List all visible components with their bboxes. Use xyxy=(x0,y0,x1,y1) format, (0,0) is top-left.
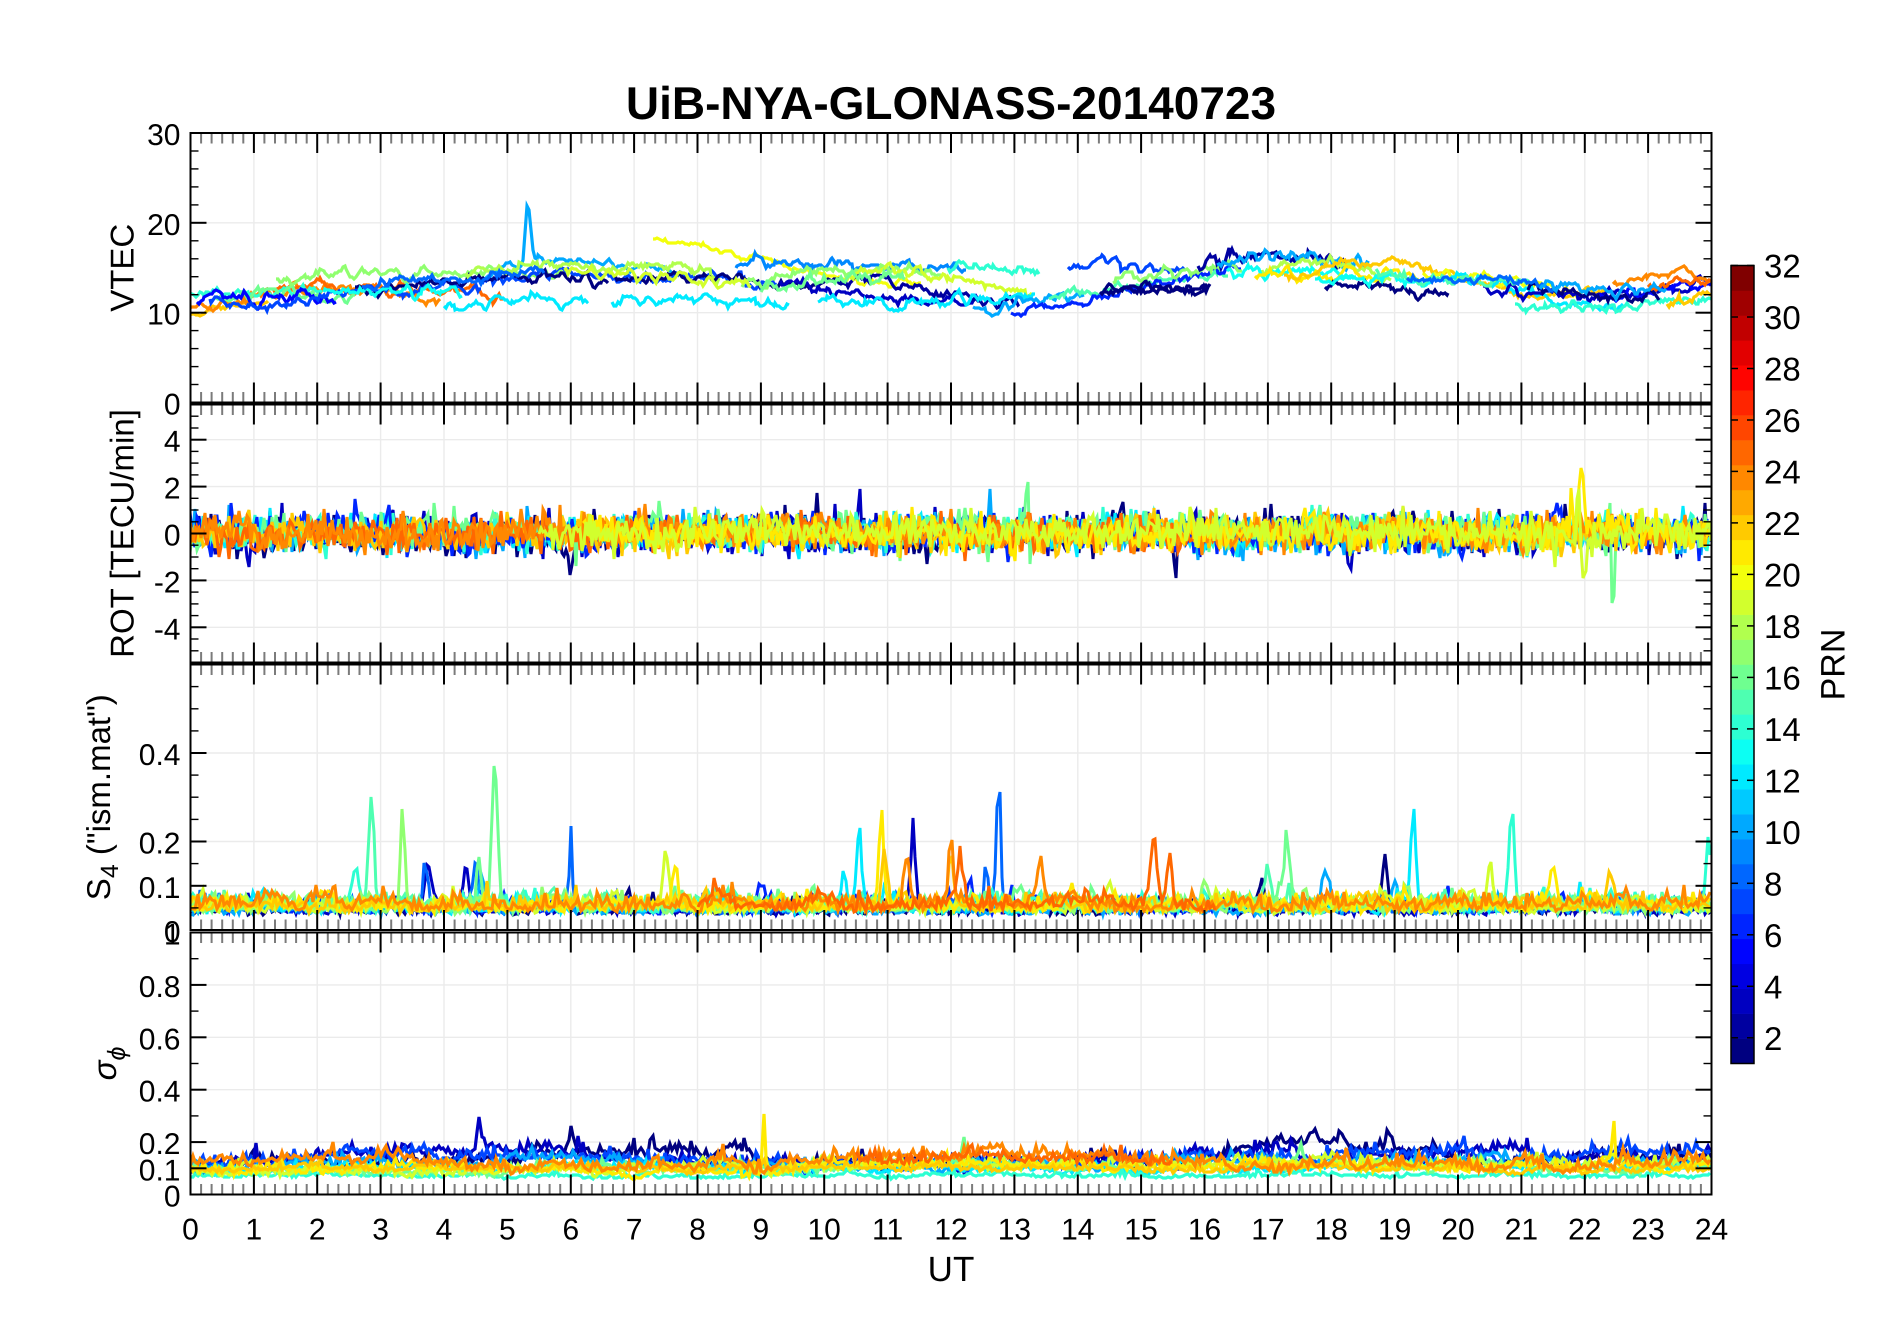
svg-text:0.2: 0.2 xyxy=(139,828,181,861)
svg-text:5: 5 xyxy=(499,1214,516,1247)
svg-text:30: 30 xyxy=(1764,299,1801,336)
svg-text:21: 21 xyxy=(1505,1214,1538,1247)
svg-text:6: 6 xyxy=(562,1214,579,1247)
svg-text:19: 19 xyxy=(1378,1214,1411,1247)
svg-text:0.4: 0.4 xyxy=(139,1076,181,1109)
svg-text:0: 0 xyxy=(164,916,181,949)
svg-text:0: 0 xyxy=(164,389,181,422)
svg-text:-4: -4 xyxy=(154,613,181,646)
svg-text:10: 10 xyxy=(1764,814,1801,851)
svg-text:PRN: PRN xyxy=(1815,629,1853,701)
svg-text:0.4: 0.4 xyxy=(139,739,181,772)
svg-text:0: 0 xyxy=(164,1181,181,1214)
svg-text:14: 14 xyxy=(1061,1214,1094,1247)
svg-text:4: 4 xyxy=(164,426,181,459)
svg-text:30: 30 xyxy=(147,119,180,152)
svg-text:28: 28 xyxy=(1764,351,1801,388)
svg-text:0.6: 0.6 xyxy=(139,1023,181,1056)
svg-text:0.1: 0.1 xyxy=(139,1154,181,1187)
svg-text:22: 22 xyxy=(1568,1214,1601,1247)
svg-text:8: 8 xyxy=(689,1214,706,1247)
svg-text:4: 4 xyxy=(1764,968,1782,1005)
svg-text:0.2: 0.2 xyxy=(139,1128,181,1161)
svg-text:ROT [TECU/min]: ROT [TECU/min] xyxy=(104,409,141,658)
svg-text:20: 20 xyxy=(147,209,180,242)
svg-text:UiB-NYA-GLONASS-20140723: UiB-NYA-GLONASS-20140723 xyxy=(626,77,1276,129)
svg-text:20: 20 xyxy=(1764,556,1801,593)
svg-text:26: 26 xyxy=(1764,402,1801,439)
svg-text:3: 3 xyxy=(372,1214,389,1247)
svg-text:-2: -2 xyxy=(154,566,181,599)
svg-text:24: 24 xyxy=(1695,1214,1728,1247)
svg-text:20: 20 xyxy=(1441,1214,1474,1247)
svg-text:23: 23 xyxy=(1631,1214,1664,1247)
svg-text:6: 6 xyxy=(1764,917,1782,954)
svg-text:2: 2 xyxy=(1764,1020,1782,1057)
svg-text:10: 10 xyxy=(808,1214,841,1247)
svg-text:2: 2 xyxy=(309,1214,326,1247)
svg-text:2: 2 xyxy=(164,473,181,506)
svg-text:0: 0 xyxy=(182,1214,199,1247)
svg-text:15: 15 xyxy=(1124,1214,1157,1247)
svg-text:4: 4 xyxy=(436,1214,453,1247)
svg-text:17: 17 xyxy=(1251,1214,1284,1247)
svg-text:1: 1 xyxy=(164,919,181,952)
svg-text:13: 13 xyxy=(998,1214,1031,1247)
svg-text:1: 1 xyxy=(246,1214,263,1247)
svg-text:14: 14 xyxy=(1764,711,1801,748)
svg-text:22: 22 xyxy=(1764,505,1801,542)
svg-text:7: 7 xyxy=(626,1214,643,1247)
svg-text:10: 10 xyxy=(147,299,180,332)
svg-text:11: 11 xyxy=(872,1214,903,1247)
svg-text:16: 16 xyxy=(1764,659,1801,696)
svg-text:32: 32 xyxy=(1764,248,1801,285)
svg-text:18: 18 xyxy=(1315,1214,1348,1247)
svg-text:0.1: 0.1 xyxy=(139,872,181,905)
svg-text:9: 9 xyxy=(753,1214,770,1247)
svg-text:18: 18 xyxy=(1764,608,1801,645)
svg-text:24: 24 xyxy=(1764,453,1801,490)
svg-text:UT: UT xyxy=(928,1250,975,1289)
svg-text:12: 12 xyxy=(1764,762,1801,799)
svg-text:VTEC: VTEC xyxy=(104,224,141,312)
svg-text:8: 8 xyxy=(1764,865,1782,902)
svg-text:0.8: 0.8 xyxy=(139,971,181,1004)
svg-text:0: 0 xyxy=(164,520,181,553)
svg-text:16: 16 xyxy=(1188,1214,1221,1247)
svg-text:12: 12 xyxy=(934,1214,967,1247)
